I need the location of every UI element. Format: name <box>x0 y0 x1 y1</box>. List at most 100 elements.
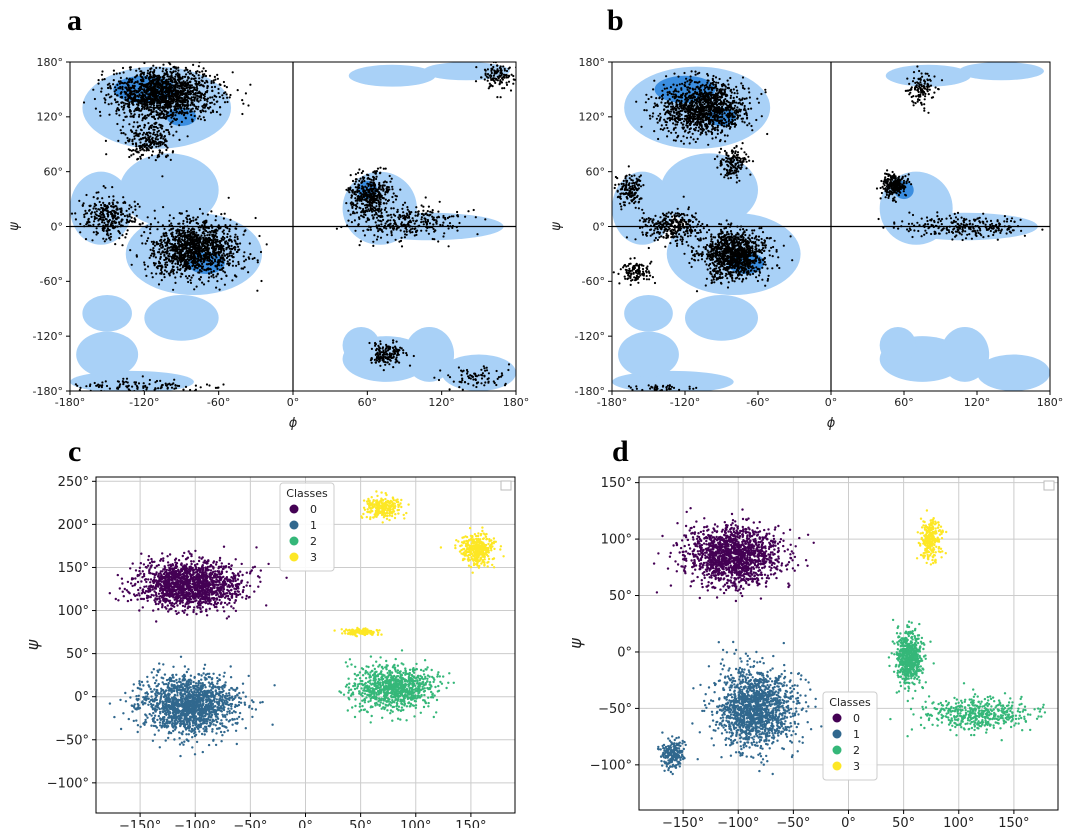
point <box>460 374 463 377</box>
point <box>204 91 207 94</box>
point <box>730 91 733 94</box>
point <box>145 274 148 277</box>
point <box>184 234 188 237</box>
point <box>169 383 172 386</box>
point <box>218 288 221 291</box>
point <box>223 254 227 257</box>
point <box>120 105 123 108</box>
point <box>154 89 157 92</box>
point <box>220 239 223 242</box>
x-tick-label: -180° <box>55 396 85 409</box>
point <box>372 175 375 178</box>
point <box>148 95 151 98</box>
point <box>157 153 160 156</box>
point <box>379 236 383 239</box>
point <box>161 83 164 86</box>
point <box>403 236 406 239</box>
point <box>207 276 211 279</box>
point <box>403 201 407 204</box>
point <box>360 202 364 205</box>
point <box>174 100 177 103</box>
point <box>189 241 192 244</box>
point <box>755 118 758 122</box>
point <box>231 71 234 74</box>
point <box>375 213 378 216</box>
point <box>405 233 408 236</box>
point <box>106 210 109 213</box>
point <box>163 238 166 241</box>
point <box>183 75 186 78</box>
point <box>458 386 461 389</box>
point <box>149 106 152 109</box>
point <box>116 107 119 110</box>
point <box>112 220 115 223</box>
point <box>183 69 186 72</box>
point <box>204 74 208 78</box>
point <box>154 137 157 140</box>
point <box>162 86 165 89</box>
y-axis-label: ψ <box>7 222 22 231</box>
point <box>373 197 376 201</box>
point <box>158 99 161 102</box>
point <box>159 124 162 127</box>
point <box>143 142 146 145</box>
point <box>428 214 431 217</box>
point <box>152 104 156 107</box>
point <box>203 241 206 244</box>
point <box>151 87 154 90</box>
point <box>157 129 160 132</box>
point <box>138 113 141 116</box>
point <box>106 220 109 223</box>
point <box>108 237 111 240</box>
point <box>178 104 181 107</box>
point <box>188 274 191 278</box>
point <box>201 243 204 246</box>
point <box>123 214 126 218</box>
point <box>194 218 197 221</box>
point <box>152 242 155 246</box>
point <box>485 75 488 78</box>
point <box>507 80 511 83</box>
point <box>178 384 181 388</box>
point <box>79 222 82 226</box>
point <box>169 158 172 161</box>
point <box>162 232 165 235</box>
point <box>233 236 236 239</box>
point <box>392 227 396 230</box>
point <box>178 124 181 127</box>
point <box>743 104 746 108</box>
point <box>118 384 121 388</box>
point <box>211 109 214 112</box>
point <box>200 234 203 237</box>
point <box>101 381 104 384</box>
point <box>151 71 154 74</box>
point <box>169 271 172 274</box>
point <box>387 219 390 222</box>
point <box>189 232 192 235</box>
y-tick-label: 60° <box>44 166 64 179</box>
point <box>163 276 166 279</box>
point <box>210 81 213 85</box>
point <box>167 246 170 249</box>
point <box>125 377 129 380</box>
point <box>148 85 151 88</box>
point <box>216 273 219 276</box>
point <box>149 83 152 86</box>
point <box>198 71 201 74</box>
point <box>377 224 381 227</box>
point <box>351 205 354 208</box>
point <box>651 115 654 118</box>
point <box>190 219 193 223</box>
point <box>122 377 125 380</box>
point <box>147 122 150 125</box>
point <box>74 383 77 386</box>
point <box>357 185 360 188</box>
point <box>134 208 137 211</box>
cluster-6 <box>368 339 415 372</box>
point <box>191 73 194 76</box>
point <box>185 216 188 219</box>
point <box>178 238 181 241</box>
point <box>513 78 516 81</box>
point <box>116 122 119 126</box>
point <box>360 214 363 217</box>
